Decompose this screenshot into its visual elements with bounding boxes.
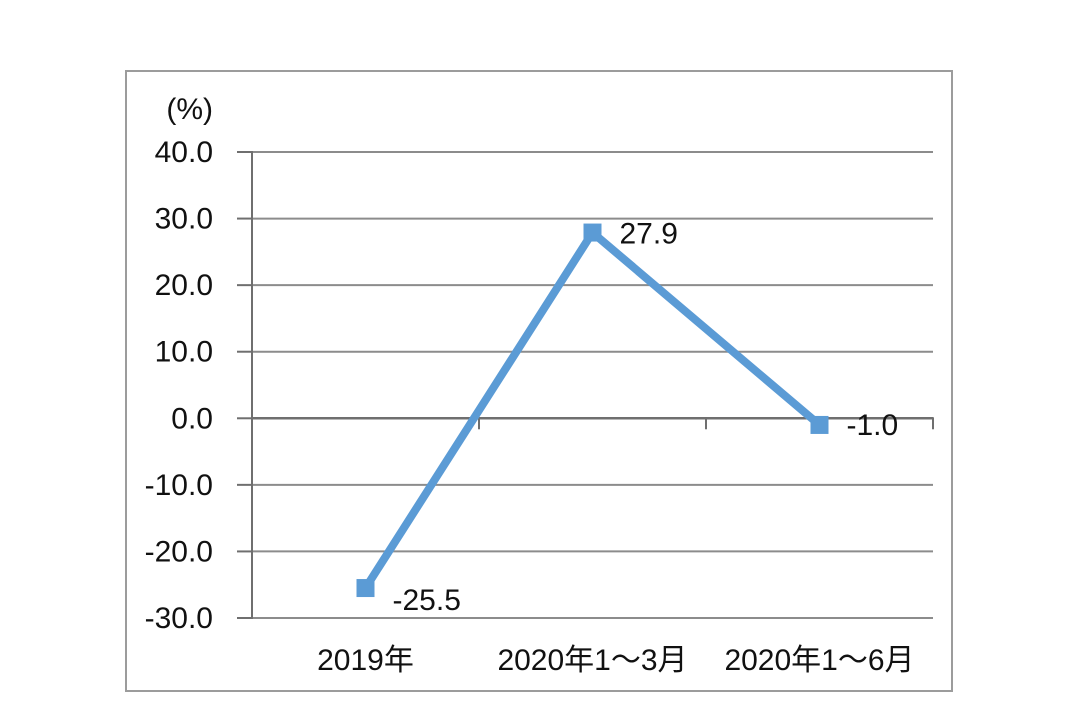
y-tick-label: 0.0 [171,402,213,435]
data-point-label: -25.5 [393,584,461,617]
x-category-label: 2019年 [317,644,414,677]
x-category-label: 2020年1～6月 [724,644,914,677]
y-tick-label: 20.0 [155,269,213,302]
data-point-marker [583,223,602,242]
y-tick-label: -10.0 [145,469,213,502]
y-tick-label: 30.0 [155,203,213,236]
y-tick-label: 10.0 [155,336,213,369]
y-tick-label: 40.0 [155,136,213,169]
data-point-marker [810,415,829,434]
data-point-marker [356,579,375,598]
chart-frame [125,70,953,692]
data-point-label: -1.0 [847,409,899,442]
data-point-label: 27.9 [620,218,678,251]
y-tick-label: -20.0 [145,535,213,568]
y-axis-unit-label: (%) [166,93,213,126]
y-tick-label: -30.0 [145,602,213,635]
x-category-label: 2020年1～3月 [497,644,687,677]
